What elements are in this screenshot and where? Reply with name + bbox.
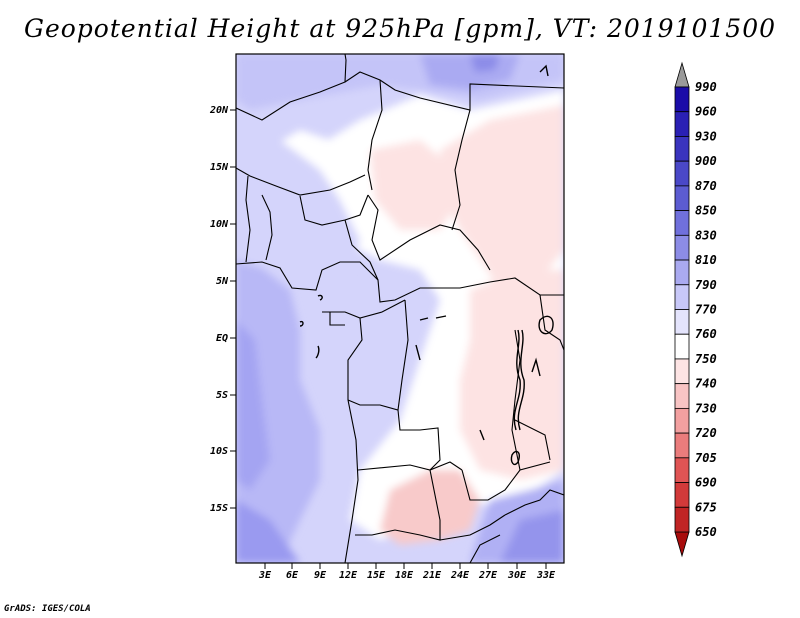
colorbar-label: 705 bbox=[695, 451, 717, 465]
plot-title: Geopotential Height at 925hPa [gpm], VT:… bbox=[23, 14, 777, 43]
colorbar-label: 870 bbox=[695, 179, 717, 193]
lon-tick-12E: 12E bbox=[339, 563, 358, 581]
lon-tick-3E: 3E bbox=[258, 563, 272, 581]
lon-tick-27E: 27E bbox=[478, 563, 498, 581]
lon-label-15E: 15E bbox=[367, 570, 386, 581]
colorbar-cell bbox=[674, 482, 690, 508]
lon-tick-21E: 21E bbox=[422, 563, 442, 581]
lat-label-5S: 5S bbox=[216, 390, 228, 401]
lat-tick-10N: 10N bbox=[210, 219, 236, 230]
colorbar-cell bbox=[674, 160, 690, 187]
lakes bbox=[299, 64, 554, 466]
lon-tick-6E: 6E bbox=[286, 563, 299, 581]
lat-label-15S: 15S bbox=[210, 503, 228, 514]
lat-tick-EQ: EQ bbox=[216, 333, 236, 344]
colorbar-label: 960 bbox=[695, 105, 717, 119]
colorbar-cell bbox=[674, 432, 690, 459]
lon-tick-24E: 24E bbox=[450, 563, 470, 581]
lon-label-18E: 18E bbox=[395, 570, 414, 581]
colorbar-cell bbox=[674, 111, 690, 137]
colorbar-label: 850 bbox=[695, 204, 717, 218]
lat-tick-10S: 10S bbox=[210, 446, 236, 457]
colorbar-label: 830 bbox=[695, 228, 717, 242]
lon-label-9E: 9E bbox=[314, 570, 327, 581]
lat-tick-15S: 15S bbox=[210, 503, 236, 514]
colorbar-cell bbox=[674, 234, 690, 261]
colorbar-label: 730 bbox=[695, 401, 717, 415]
colorbar-cell bbox=[674, 259, 690, 286]
colorbar-cell bbox=[674, 383, 690, 409]
colorbar-under-triangle bbox=[674, 531, 690, 558]
map-frame bbox=[235, 53, 565, 564]
colorbar-label: 770 bbox=[695, 303, 717, 317]
lon-tick-33E: 33E bbox=[536, 563, 556, 581]
colorbar-label: 810 bbox=[695, 253, 717, 267]
lat-label-10N: 10N bbox=[210, 219, 229, 230]
colorbar-cell bbox=[674, 185, 690, 212]
colorbar-label: 930 bbox=[695, 129, 717, 143]
lat-label-EQ: EQ bbox=[216, 333, 228, 344]
longitude-axis: 3E 6E 9E 12E 15E 18E 21E 24E 27E 30E 33E bbox=[258, 563, 556, 581]
colorbar-label: 990 bbox=[695, 80, 717, 94]
colorbar-label: 675 bbox=[695, 500, 717, 514]
lat-label-15N: 15N bbox=[210, 162, 229, 173]
lat-tick-15N: 15N bbox=[210, 162, 236, 173]
colorbar-label: 650 bbox=[695, 525, 717, 539]
lon-label-12E: 12E bbox=[339, 570, 358, 581]
lon-label-30E: 30E bbox=[507, 570, 527, 581]
lat-tick-5N: 5N bbox=[216, 276, 236, 287]
colorbar-cell bbox=[674, 457, 690, 483]
colorbar-cell bbox=[674, 309, 690, 335]
lon-tick-9E: 9E bbox=[314, 563, 327, 581]
colorbar-label: 760 bbox=[695, 327, 717, 341]
country-borders bbox=[236, 54, 564, 563]
lon-label-33E: 33E bbox=[536, 570, 556, 581]
lon-tick-18E: 18E bbox=[395, 563, 414, 581]
colorbar-label: 750 bbox=[695, 352, 717, 366]
colorbar-label: 720 bbox=[695, 426, 717, 440]
colorbar-label: 740 bbox=[695, 377, 717, 391]
lat-label-5N: 5N bbox=[216, 276, 229, 287]
colorbar-cell bbox=[674, 358, 690, 385]
colorbar-cell bbox=[674, 284, 690, 310]
lat-label-20N: 20N bbox=[209, 105, 229, 116]
colorbar-cell bbox=[674, 136, 690, 162]
lon-tick-30E: 30E bbox=[507, 563, 527, 581]
lat-tick-20N: 20N bbox=[209, 105, 236, 116]
colorbar-cell bbox=[674, 210, 690, 236]
colorbar-label: 900 bbox=[695, 154, 717, 168]
colorbar-over-triangle bbox=[674, 61, 690, 88]
colorbar-label: 790 bbox=[695, 278, 717, 292]
height-field bbox=[236, 54, 564, 563]
lon-label-6E: 6E bbox=[286, 570, 299, 581]
lat-tick-5S: 5S bbox=[216, 390, 236, 401]
colorbar-label: 690 bbox=[695, 476, 717, 490]
colorbar-cell bbox=[674, 333, 690, 360]
latitude-axis: 20N 15N 10N 5N EQ 5S 10S 15S bbox=[209, 105, 236, 514]
colorbar-cell bbox=[674, 506, 690, 533]
lon-label-24E: 24E bbox=[450, 570, 470, 581]
colorbar-cell bbox=[674, 86, 690, 113]
lon-label-3E: 3E bbox=[258, 570, 272, 581]
lat-label-10S: 10S bbox=[210, 446, 228, 457]
colorbar: 990 960 930 900 870 850 830 810 790 770 760 750 740 7… bbox=[674, 61, 717, 558]
lon-label-21E: 21E bbox=[422, 570, 442, 581]
lon-tick-15E: 15E bbox=[367, 563, 386, 581]
grads-credit: GrADS: IGES/COLA bbox=[4, 604, 91, 614]
colorbar-cell bbox=[674, 407, 690, 434]
lon-label-27E: 27E bbox=[478, 570, 498, 581]
